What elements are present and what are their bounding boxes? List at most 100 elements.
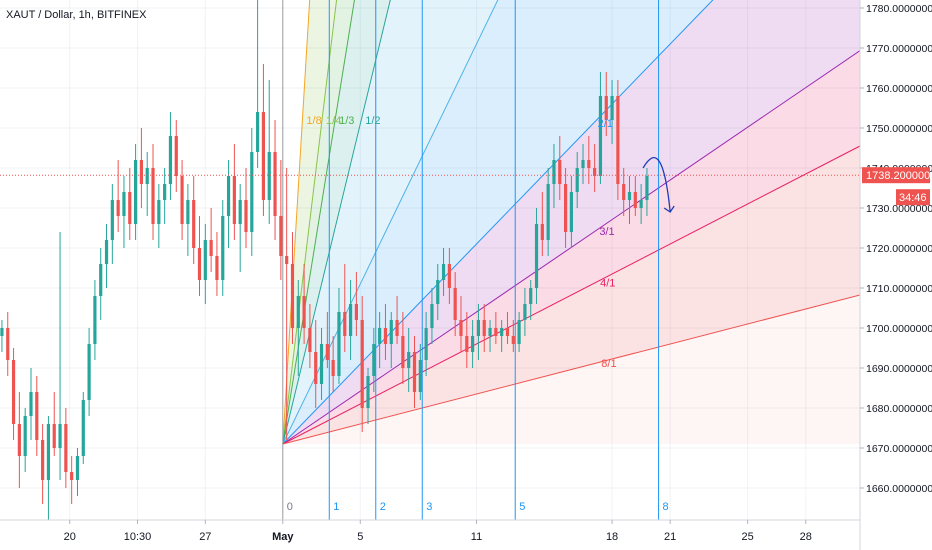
gann-fan-label: 3/1 [599,226,614,238]
grid [0,0,860,520]
candle-body [116,200,120,216]
price-tick-label: 1720.00000000 [866,243,932,255]
candle-body [389,320,393,344]
candle-body [93,296,97,344]
gann-fan-lines [282,0,860,445]
candle-body [436,280,440,304]
candle-body [453,288,457,320]
candle-body [226,176,231,216]
candle-body [569,192,573,232]
candle-body [308,328,312,352]
candle-body [511,336,515,344]
candle-body [331,360,335,376]
candle-body [482,320,486,336]
interval-label: 1h [78,9,91,21]
gann-fan-line [282,0,499,445]
last-price-badge: 1738.20000000 34:46 [862,167,932,206]
candle-body [261,112,266,200]
candle-body [563,184,568,232]
candle-body [0,328,4,336]
candle-body [534,224,539,288]
candle-body [232,176,236,224]
candle-body [99,264,103,296]
legend-separator: , [90,9,97,21]
projection-arrow-head [663,205,675,213]
fib-time-zone-label: 5 [519,501,525,513]
candle-body [314,352,318,384]
candle-body [238,200,242,224]
countdown-label: 34:46 [899,192,927,204]
candle-body [529,288,533,304]
time-tick-label: 11 [471,531,482,543]
time-axis[interactable]: 20 10:30 27 May 5 11 18 21 25 28 [64,520,812,543]
gann-fan-line [282,0,714,445]
price-tick-label: 1750.00000000 [866,123,932,135]
candle-body [401,336,405,368]
candle-body [290,264,295,328]
candle-body [412,352,417,392]
candle-body [360,320,364,408]
candle-body [540,224,544,240]
candle-body [302,296,306,328]
gann-fan-label: 1/3 [339,115,354,127]
candle-body [627,192,632,200]
gann-fan-label: 1/4 [326,115,341,127]
last-price-label: 1738.20000000 [866,170,932,182]
candle-body [424,328,428,360]
time-tick-label: 10:30 [124,531,152,543]
candle-body [598,96,603,176]
candle-body [296,296,300,328]
symbol-name: XAUT / Dollar [6,9,73,21]
fib-time-zone-label: 0 [287,501,293,513]
candle-body [494,328,498,336]
candle-body [203,240,207,280]
exchange-label: BITFINEX [96,9,147,21]
fib-time-zone-label: 2 [380,501,386,513]
candle-body [145,168,149,184]
candle-body [517,320,521,344]
candle-body [558,160,562,184]
candle-body [407,352,411,368]
candle-body [41,440,45,480]
candle-body [447,264,451,288]
price-tick-label: 1670.00000000 [866,443,932,455]
candle-body [75,456,80,480]
candle-body [29,392,33,416]
candle-body [256,112,260,152]
candle-body [11,360,16,424]
time-tick-label: 20 [64,531,76,543]
candle-body [250,152,254,232]
candle-body [128,192,132,224]
candle-body [110,200,114,240]
candle-body [465,336,469,352]
price-axis[interactable]: 1660.00000000 1670.00000000 1680.00000000 1… [860,3,932,495]
candle-body [337,312,341,376]
gann-fan-line [282,0,391,445]
candle-body [546,184,550,240]
projection-arrow[interactable] [642,157,671,213]
candle-body [575,168,579,192]
candle-body [221,216,225,280]
price-tick-label: 1700.00000000 [866,323,932,335]
candle-body [441,264,446,280]
candle-body [616,96,620,184]
candle-body [500,328,504,336]
candle-body [354,304,358,320]
symbol-legend[interactable]: XAUT / Dollar, 1h, BITFINEX [6,9,146,21]
candle-body [52,424,56,448]
candle-body [35,392,39,440]
candle-body [459,320,463,336]
candle-body [639,200,643,208]
candle-body [58,424,62,448]
candle-body [46,424,51,480]
gann-fan-line [282,294,860,445]
time-tick-label: 27 [199,531,211,543]
candle-body [383,328,388,344]
candle-body [366,376,370,408]
price-tick-label: 1770.00000000 [866,43,932,55]
candle-body [523,304,527,320]
candle-body [505,328,510,336]
candle-body [197,248,202,280]
